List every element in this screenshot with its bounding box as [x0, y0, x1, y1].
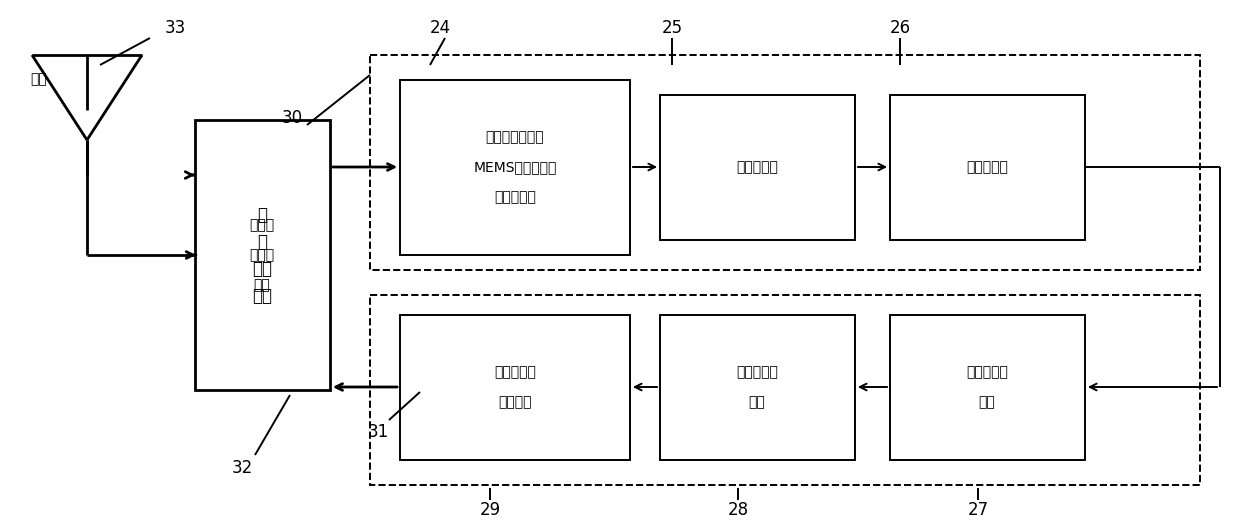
Bar [370, 55, 1200, 270]
Bar [660, 315, 856, 460]
Bar [195, 120, 330, 390]
Text: 24: 24 [429, 19, 450, 37]
Bar [370, 295, 1200, 485]
Text: 25: 25 [661, 19, 682, 37]
Text: 32: 32 [232, 459, 253, 477]
Text: 转换: 转换 [252, 260, 272, 278]
Text: 30: 30 [281, 109, 303, 127]
Text: 收: 收 [257, 206, 267, 224]
Text: 制器: 制器 [749, 395, 765, 409]
Text: 27: 27 [967, 501, 988, 519]
Text: 信号分析器: 信号分析器 [966, 160, 1008, 174]
Text: 电路: 电路 [252, 287, 272, 305]
Text: 天线: 天线 [30, 72, 47, 86]
Bar [890, 315, 1085, 460]
Text: 换电路: 换电路 [249, 248, 274, 262]
Text: 收发转: 收发转 [249, 218, 274, 232]
Text: 微波信号重: 微波信号重 [966, 365, 1008, 379]
Text: 26: 26 [889, 19, 910, 37]
Bar [401, 315, 630, 460]
Text: 电路: 电路 [254, 278, 270, 292]
Text: 信号存储器: 信号存储器 [737, 160, 777, 174]
Text: 微波信号调: 微波信号调 [737, 365, 777, 379]
Text: 调单片系统: 调单片系统 [494, 190, 536, 204]
Text: 率放大器: 率放大器 [498, 395, 532, 409]
Text: 31: 31 [367, 423, 388, 441]
Text: MEMS微波检测解: MEMS微波检测解 [474, 160, 557, 174]
Bar [660, 95, 856, 240]
Text: 28: 28 [728, 501, 749, 519]
Text: 33: 33 [165, 19, 186, 37]
Bar [890, 95, 1085, 240]
Text: 构器: 构器 [978, 395, 996, 409]
Text: 微波信号功: 微波信号功 [494, 365, 536, 379]
Text: 比相法缝隙耦合: 比相法缝隙耦合 [486, 130, 544, 144]
Bar [401, 80, 630, 255]
Text: 29: 29 [480, 501, 501, 519]
Text: 发: 发 [257, 233, 267, 251]
